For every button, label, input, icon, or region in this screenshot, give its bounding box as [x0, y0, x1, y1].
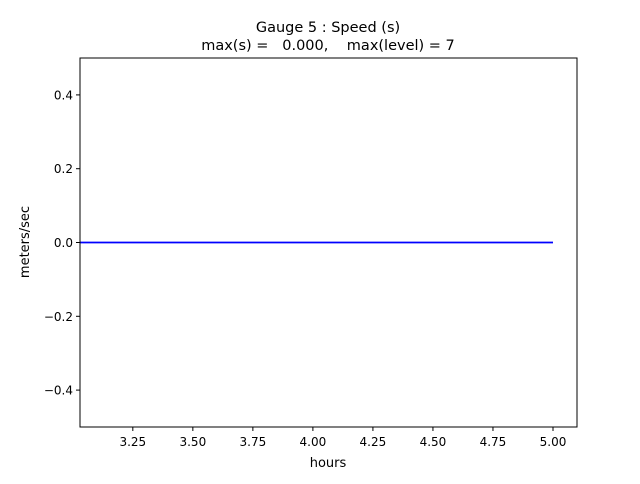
- y-tick-label: −0.4: [44, 384, 73, 398]
- y-tick-label: −0.2: [44, 310, 73, 324]
- x-tick-label: 3.75: [240, 435, 267, 449]
- x-axis-label: hours: [310, 456, 347, 471]
- x-tick-label: 4.50: [420, 435, 447, 449]
- y-tick-label: 0.2: [54, 162, 73, 176]
- x-tick-label: 4.00: [300, 435, 327, 449]
- y-axis: −0.4 −0.2 0.0 0.2 0.4: [44, 88, 80, 398]
- x-tick-label: 3.50: [179, 435, 206, 449]
- x-tick-label: 4.75: [480, 435, 507, 449]
- x-tick-label: 3.25: [119, 435, 146, 449]
- x-tick-label: 4.25: [360, 435, 387, 449]
- y-tick-label: 0.0: [54, 236, 73, 250]
- chart-title: Gauge 5 : Speed (s): [256, 20, 400, 36]
- x-axis: 3.25 3.50 3.75 4.00 4.25 4.50 4.75 5.00: [119, 427, 566, 449]
- y-tick-label: 0.4: [54, 88, 73, 102]
- y-axis-label: meters/sec: [18, 206, 33, 278]
- chart-subtitle: max(s) = 0.000, max(level) = 7: [201, 38, 455, 54]
- x-tick-label: 5.00: [540, 435, 567, 449]
